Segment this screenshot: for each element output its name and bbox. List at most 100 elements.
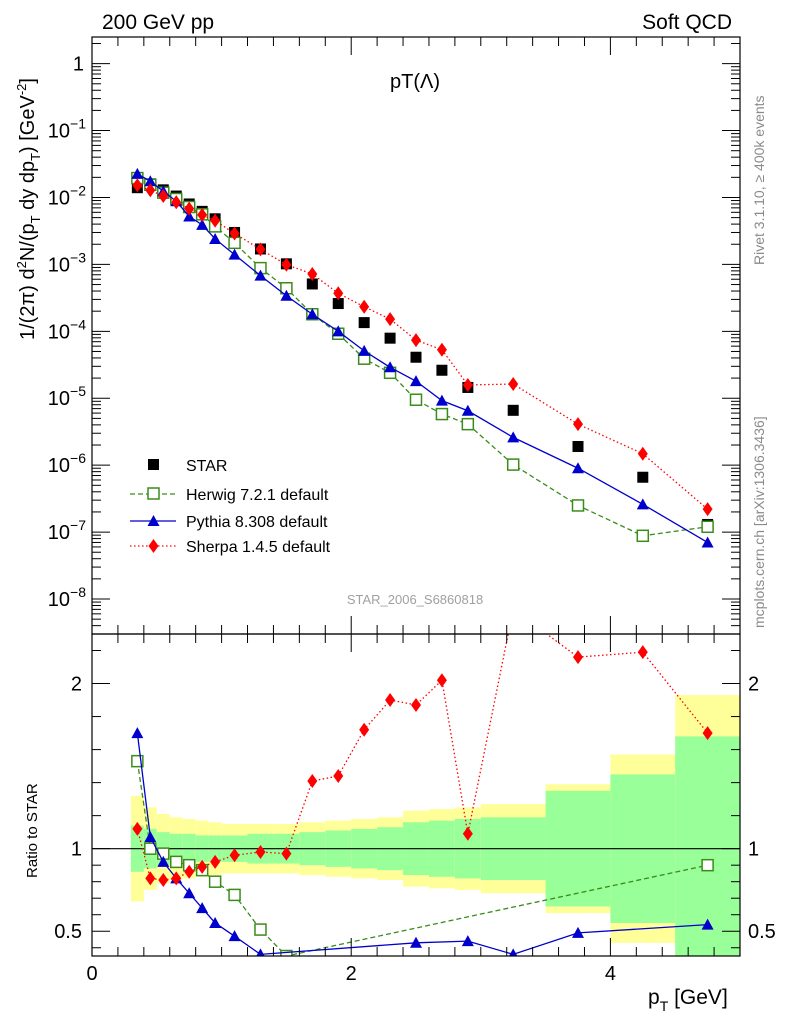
uncertainty-bands <box>92 695 740 956</box>
legend-marker-herwig <box>147 487 160 500</box>
data-point-pythia <box>435 394 448 406</box>
data-point-sherpa <box>307 266 318 281</box>
ratio-point-sherpa <box>333 769 344 784</box>
ratio-point-pythia <box>410 936 422 948</box>
ratio-point-pythia <box>196 902 209 914</box>
legend: STAR Herwig 7.2.1 default Pythia 8.308 d… <box>130 458 331 556</box>
data-point-sherpa <box>255 242 266 257</box>
analysis-watermark: STAR_2006_S6860818 <box>347 592 483 607</box>
data-point-sherpa <box>637 446 648 461</box>
main-y-axis-label: 1/(2π) d2N/(pT dy dpT) [GeV-2] <box>14 78 43 340</box>
y-tick-label: 10−8 <box>48 584 86 611</box>
ratio-point-pythia <box>572 926 584 938</box>
ratio-point-sherpa <box>436 673 447 688</box>
main-panel-plot <box>131 167 714 548</box>
x-tick-label: 4 <box>605 963 616 985</box>
rivet-label: Rivet 3.1.10, ≥ 400k events <box>751 95 767 265</box>
data-point-pythia <box>384 361 397 373</box>
data-point-star <box>637 471 649 483</box>
legend-label-star: STAR <box>186 458 227 475</box>
legend-label-sherpa: Sherpa 1.4.5 default <box>186 539 331 556</box>
ratio-point-sherpa <box>637 645 648 660</box>
data-point-herwig <box>409 393 423 406</box>
ratio-point-sherpa <box>702 726 713 741</box>
x-axis-label: pT [GeV] <box>648 986 728 1014</box>
data-point-pythia <box>196 218 209 230</box>
data-point-sherpa <box>385 312 396 327</box>
ratio-y-axis-label: Ratio to STAR <box>24 783 41 878</box>
data-point-sherpa <box>573 417 583 432</box>
ratio-y-tick-label-right: 2 <box>748 674 759 696</box>
ratio-point-pythia <box>131 727 144 739</box>
data-point-pythia <box>280 289 293 301</box>
ratio-y-tick-label-right: 1 <box>748 839 759 861</box>
data-point-herwig <box>461 417 475 431</box>
data-point-pythia <box>183 210 196 222</box>
ratio-point-herwig <box>280 949 293 956</box>
chart-title: pT(Λ) <box>390 71 440 93</box>
data-point-pythia <box>701 536 714 548</box>
data-point-sherpa <box>462 377 473 392</box>
axes: 1 10−1 10−2 10−3 10−4 10−5 10−6 10−7 10−8 0 2 4 0.5 0… <box>48 37 776 985</box>
data-point-pythia <box>209 232 222 244</box>
ratio-point-pythia <box>209 916 222 928</box>
y-tick-label: 10−6 <box>48 450 86 477</box>
data-point-star <box>572 441 584 453</box>
data-point-sherpa <box>333 286 344 301</box>
data-point-sherpa <box>210 213 221 228</box>
data-point-pythia <box>507 431 520 443</box>
data-point-herwig <box>435 407 449 421</box>
ratio-point-sherpa <box>158 873 169 888</box>
legend-marker-star <box>148 459 159 470</box>
ratio-panel-frame <box>91 633 741 957</box>
data-point-pythia <box>254 269 267 281</box>
data-point-star <box>436 364 448 376</box>
ratio-point-pythia <box>157 855 170 867</box>
data-point-pythia <box>410 375 422 387</box>
data-point-sherpa <box>411 333 421 348</box>
ratio-point-pythia <box>701 918 714 930</box>
ratio-point-pythia <box>509 948 518 956</box>
ratio-y-tick-label: 0.5 <box>54 921 82 943</box>
data-point-star <box>306 278 318 290</box>
data-point-herwig <box>636 529 650 543</box>
ratio-point-sherpa <box>197 859 208 874</box>
ratio-point-herwig <box>169 855 183 869</box>
ratio-point-sherpa <box>229 848 240 863</box>
y-tick-label: 1 <box>73 54 84 76</box>
ratio-point-sherpa <box>307 773 318 788</box>
data-point-sherpa <box>145 183 156 198</box>
data-point-pythia <box>572 462 584 474</box>
mcplots-label: mcplots.cern.ch [arXiv:1306.3436] <box>751 416 767 628</box>
series-line-herwig <box>137 177 708 537</box>
ratio-point-pythia <box>144 831 157 843</box>
ratio-point-herwig <box>228 888 241 902</box>
ratio-point-pythia <box>228 930 241 942</box>
header-right: Soft QCD <box>642 11 732 34</box>
ratio-point-pythia <box>256 948 265 956</box>
ratio-point-herwig <box>208 875 222 888</box>
data-point-pythia <box>131 167 144 179</box>
data-point-sherpa <box>281 257 292 272</box>
data-point-sherpa <box>702 502 713 517</box>
data-point-star <box>410 351 422 363</box>
ratio-y-tick-label: 2 <box>71 674 82 696</box>
ratio-point-herwig <box>701 858 714 872</box>
ratio-point-sherpa <box>573 650 583 665</box>
data-point-pythia <box>306 308 319 320</box>
y-tick-label: 10−4 <box>48 316 86 343</box>
data-point-sherpa <box>184 201 195 216</box>
ratio-point-herwig <box>254 923 267 936</box>
legend-marker-sherpa <box>148 539 159 553</box>
legend-marker-pythia <box>147 515 160 526</box>
data-point-pythia <box>228 248 241 260</box>
data-point-star <box>358 317 370 329</box>
ratio-point-herwig <box>131 754 144 768</box>
y-tick-label: 10−1 <box>48 116 86 143</box>
data-point-pythia <box>144 175 157 187</box>
header-left: 200 GeV pp <box>102 11 214 34</box>
data-point-sherpa <box>359 299 370 314</box>
y-tick-label: 10−2 <box>48 182 86 209</box>
data-point-sherpa <box>132 178 143 193</box>
